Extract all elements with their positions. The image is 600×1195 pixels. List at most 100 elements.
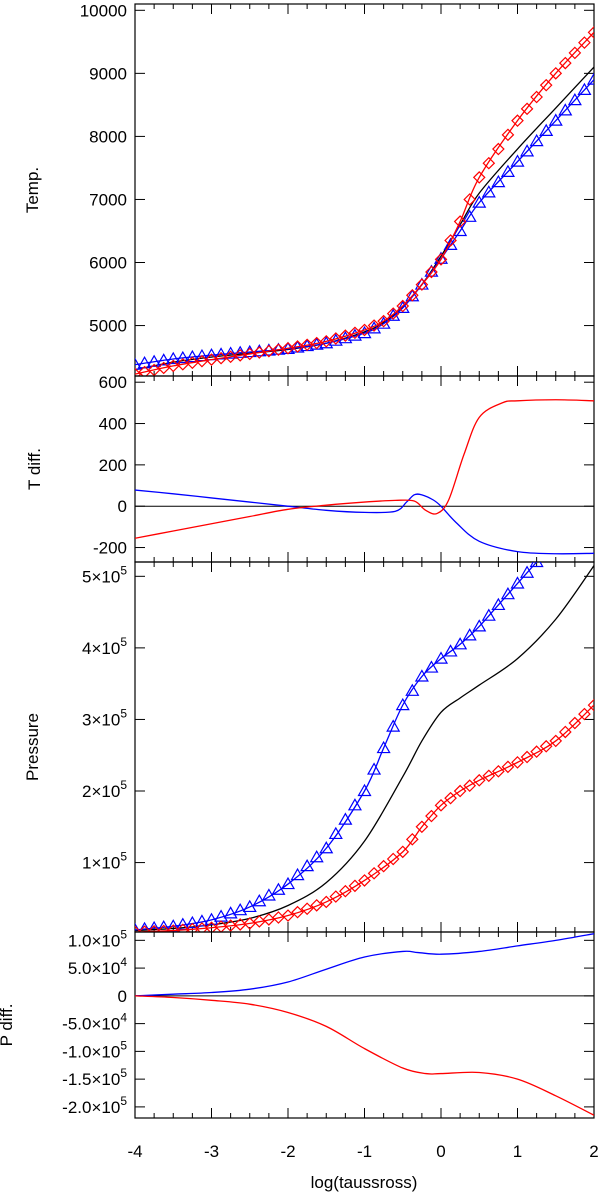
diamond-marker (329, 332, 343, 345)
y-tick-label: 5000 (89, 317, 127, 336)
triangle-marker (175, 917, 190, 930)
diamond-marker (205, 921, 218, 932)
y-tick-label: 0 (118, 987, 127, 1006)
x-tick-label: 2 (589, 1142, 598, 1161)
triangle-marker (194, 914, 209, 927)
triangle-marker (433, 251, 449, 264)
y-tick-label: 2×105 (82, 778, 127, 801)
diamond-marker (348, 879, 362, 893)
triangle-marker (223, 346, 238, 359)
diamond-marker (415, 820, 429, 834)
y-tick-label: 1.0×105 (68, 927, 127, 950)
triangle-marker (156, 353, 171, 366)
panel-frame (134, 931, 595, 1119)
x-tick-label: 1 (513, 1142, 522, 1161)
triangle-marker (424, 660, 439, 673)
diamond-marker (367, 319, 381, 332)
diamond-marker (434, 798, 448, 812)
diamond-marker (539, 78, 553, 92)
panel-tdiff: -200 0 200 400 600 T diff. (25, 373, 595, 563)
y-axis-title: Pressure (23, 713, 42, 781)
diamond-marker (176, 923, 190, 932)
diamond-marker (291, 905, 304, 919)
diamond-marker (166, 924, 180, 932)
diamond-marker (453, 784, 467, 798)
diamond-marker (501, 128, 515, 142)
triangle-marker (319, 841, 334, 854)
triangle-marker (357, 783, 372, 797)
series-line-reference (135, 565, 594, 932)
diamond-marker (520, 750, 534, 764)
series-line-reference (135, 66, 594, 371)
y-tick-label: 5×105 (82, 563, 127, 586)
triangle-marker (405, 683, 420, 696)
diamond-marker (539, 739, 553, 753)
series-line-triangles (135, 562, 538, 931)
diamond-marker (568, 46, 582, 60)
triangle-marker (414, 669, 429, 682)
diamond-marker (511, 756, 524, 769)
triangle-marker (529, 562, 544, 568)
x-tick-label: -3 (204, 1142, 219, 1161)
diamond-marker (319, 895, 333, 909)
triangle-marker (280, 876, 296, 890)
series-line-diamonds (135, 399, 594, 539)
y-tick-label: -2.0×105 (62, 1094, 127, 1117)
diamond-marker (405, 288, 419, 302)
diamond-marker (195, 922, 209, 932)
triangle-marker (472, 195, 487, 208)
panel-pdiff: -2.0×105 -1.5×105 -1.0×105 -5.0×104 0 5.0×104… (0, 927, 595, 1119)
triangle-marker (481, 608, 496, 621)
diamond-marker (568, 716, 582, 730)
y-axis-title: Temp. (23, 167, 42, 213)
triangle-marker (491, 597, 506, 611)
y-tick-label: 8000 (89, 127, 127, 146)
triangle-marker (338, 812, 353, 825)
diamond-marker (492, 142, 505, 156)
chart-panels: 5000600070008000900010000Temp.-200020040… (0, 1, 595, 1119)
diamond-marker (444, 234, 457, 247)
triangle-marker (548, 113, 563, 126)
triangle-marker (395, 300, 410, 314)
diamond-marker (453, 215, 467, 228)
triangle-marker (424, 264, 439, 277)
diamond-marker (511, 114, 524, 127)
triangle-marker (529, 133, 544, 147)
triangle-marker (185, 915, 200, 929)
triangle-marker (414, 277, 429, 290)
triangle-marker (214, 347, 229, 360)
diamond-marker (358, 874, 371, 887)
y-tick-label: 5.0×104 (68, 955, 127, 978)
diamond-marker (396, 845, 410, 859)
y-tick-label: -1.0×105 (62, 1038, 127, 1061)
diamond-marker (339, 329, 352, 342)
panel-frame (134, 561, 595, 933)
x-axis: -4 -3 -2 -1 0 1 2 (127, 1142, 598, 1161)
series-line-triangles (135, 489, 594, 555)
diamond-marker (578, 36, 591, 49)
y-tick-label: 3×105 (82, 706, 127, 729)
diamond-marker (386, 307, 400, 320)
diamond-marker (520, 102, 534, 116)
triangle-marker (386, 719, 401, 732)
diamond-marker (578, 707, 591, 721)
panel-temp: 5000 6000 7000 8000 9000 10000 Temp. (23, 1, 595, 377)
diamond-marker (463, 779, 477, 792)
triangle-marker (204, 912, 219, 925)
diamond-marker (135, 925, 142, 932)
diamond-marker (186, 922, 199, 932)
series-line-triangles (135, 79, 594, 366)
diamond-marker (233, 918, 247, 931)
y-tick-label: 7000 (89, 190, 127, 209)
x-axis-title: log(taussross) (311, 1173, 418, 1192)
triangle-marker (138, 921, 151, 932)
triangle-marker (539, 123, 554, 136)
y-tick-label: 200 (99, 456, 127, 475)
diamond-marker (348, 326, 362, 340)
diamond-marker (472, 171, 486, 184)
diamond-marker (463, 193, 477, 206)
triangle-marker (472, 619, 487, 632)
diamond-marker (319, 334, 333, 348)
y-tick-label: 10000 (80, 1, 127, 20)
triangle-marker (453, 637, 468, 650)
